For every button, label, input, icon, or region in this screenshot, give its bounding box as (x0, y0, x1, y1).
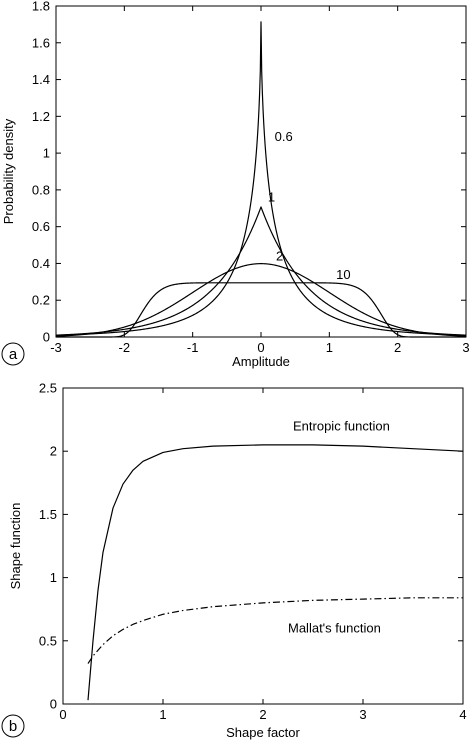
panel-a-panel-label-circle (1, 342, 25, 366)
panel-a-series-label-2: 2 (276, 249, 283, 264)
panel-a-x-tick-label: 1 (326, 340, 333, 355)
panel-b-panel-label-circle (1, 714, 25, 738)
panel-b-x-axis-label: Shape factor (226, 725, 300, 740)
panel-a-x-tick-label: 0 (257, 340, 264, 355)
panel-b-x-tick-label: 4 (459, 707, 466, 722)
panel-b-y-tick-label: 1 (50, 570, 57, 585)
panel-a-y-tick-label: 1.8 (32, 0, 50, 14)
panel-b-panel-label: b (9, 718, 17, 735)
panel-b-y-tick-label: 2.5 (39, 381, 57, 396)
panel-a-series-line-3 (56, 282, 466, 338)
panel-b-plot-frame (62, 387, 464, 705)
panel-b-series-label-0: Entropic function (293, 418, 390, 433)
panel-a-x-tick-label: -2 (119, 340, 131, 355)
panel-a-y-tick-label: 0.2 (32, 293, 50, 308)
panel-a-x-tick-label: -3 (50, 340, 62, 355)
panel-b-series-line-0 (87, 444, 464, 701)
panel-a-y-tick-label: 1 (43, 146, 50, 161)
panel-b-x-tick-label: 0 (59, 707, 66, 722)
panel-a-y-tick-label: 0.6 (32, 219, 50, 234)
panel-a-series-label-1: 1 (268, 190, 275, 205)
panel-a-x-axis-label: Amplitude (232, 354, 290, 369)
panel-b-series-line-1 (87, 597, 463, 664)
panel-b-y-tick-label: 0.5 (39, 633, 57, 648)
panel-a-y-tick-label: 1.4 (32, 72, 50, 87)
panel-b-y-axis-label: Shape function (8, 503, 23, 590)
panel-a-series-line-0 (55, 21, 467, 336)
panel-b-x-tick-label: 1 (159, 707, 166, 722)
panel-b-y-tick-label: 2 (50, 444, 57, 459)
panel-b-x-tick-label: 3 (359, 707, 366, 722)
panel-a-series-line-2 (55, 263, 467, 337)
panel-a-y-tick-label: 0 (43, 330, 50, 345)
panel-a-x-tick-label: -1 (187, 340, 199, 355)
panel-a-x-tick-label: 2 (394, 340, 401, 355)
panel-a-y-tick-label: 0.8 (32, 182, 50, 197)
panel-b-y-tick-label: 0 (50, 697, 57, 712)
panel-a-y-tick-label: 1.6 (32, 35, 50, 50)
panel-b-y-tick-label: 1.5 (39, 507, 57, 522)
panel-a-y-axis-label: Probability density (1, 118, 16, 224)
panel-a-series-label-0: 0.6 (275, 129, 293, 144)
panel-a-series-label-3: 10 (336, 267, 350, 282)
panel-a-y-tick-label: 0.4 (32, 256, 50, 271)
panel-b-x-tick-label: 2 (259, 707, 266, 722)
panel-a-series-line-1 (55, 206, 467, 336)
panel-b-series-label-1: Mallat's function (288, 621, 381, 636)
panel-a-panel-label: a (9, 346, 18, 363)
panel-a-y-tick-label: 1.2 (32, 109, 50, 124)
panel-a-x-tick-label: 3 (462, 340, 469, 355)
